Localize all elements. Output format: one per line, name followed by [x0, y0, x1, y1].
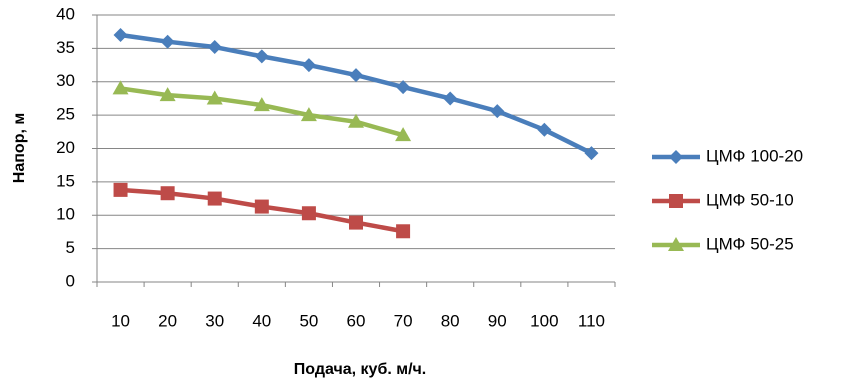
x-tick-label: 30 — [205, 311, 224, 330]
y-tick-label: 40 — [56, 4, 75, 23]
y-tick-label: 30 — [56, 71, 75, 90]
marker — [254, 199, 269, 214]
marker — [206, 90, 223, 105]
legend-label: ЦМФ 50-25 — [706, 234, 794, 253]
marker — [396, 224, 411, 239]
marker — [349, 215, 363, 230]
legend-marker — [669, 194, 683, 208]
x-tick-label: 40 — [252, 311, 271, 330]
marker — [395, 127, 412, 142]
marker — [112, 80, 129, 95]
legend-label: ЦМФ 100-20 — [706, 146, 803, 165]
x-tick-label: 20 — [158, 311, 177, 330]
x-tick-label: 90 — [488, 311, 507, 330]
marker — [443, 91, 458, 106]
marker — [207, 40, 222, 55]
y-tick-label: 35 — [56, 38, 75, 57]
y-tick-label: 25 — [56, 105, 75, 124]
marker — [300, 107, 317, 122]
y-tick-label: 0 — [66, 271, 75, 290]
marker — [160, 34, 175, 49]
marker — [254, 49, 269, 64]
marker — [113, 28, 128, 43]
marker — [253, 97, 270, 112]
y-tick-label: 10 — [56, 205, 75, 224]
y-tick-label: 5 — [66, 238, 75, 257]
x-tick-label: 110 — [578, 311, 605, 330]
series-line — [120, 32, 593, 156]
marker — [396, 80, 411, 95]
marker — [301, 206, 316, 221]
marker — [584, 146, 599, 161]
marker — [159, 87, 176, 102]
marker — [207, 191, 222, 206]
legend-marker — [669, 150, 683, 164]
y-axis-title: Напор, м — [11, 113, 28, 183]
legend-marker — [668, 237, 684, 251]
marker — [490, 104, 505, 119]
marker — [301, 58, 316, 73]
marker — [160, 186, 175, 201]
x-tick-label: 60 — [347, 311, 366, 330]
marker — [113, 182, 128, 197]
legend-label: ЦМФ 50-10 — [706, 190, 794, 209]
y-tick-label: 20 — [56, 138, 75, 157]
marker — [537, 122, 552, 137]
marker — [349, 68, 363, 83]
x-tick-label: 100 — [530, 311, 558, 330]
y-tick-label: 15 — [56, 171, 75, 190]
x-axis-title: Подача, куб. м/ч. — [294, 361, 427, 378]
x-tick-label: 50 — [299, 311, 318, 330]
marker — [348, 113, 364, 128]
x-tick-label: 70 — [394, 311, 413, 330]
x-tick-label: 80 — [441, 311, 460, 330]
x-tick-label: 10 — [111, 311, 130, 330]
